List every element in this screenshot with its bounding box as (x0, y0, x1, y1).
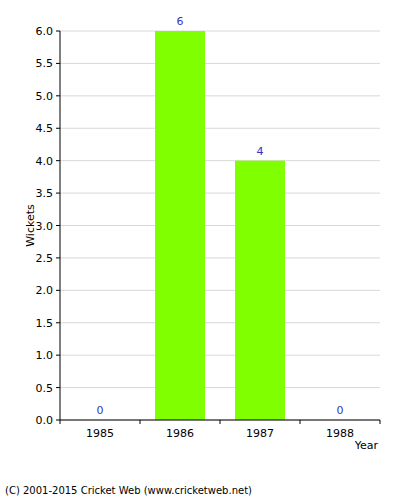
x-tick-mark (220, 420, 221, 424)
tick-mark (56, 355, 60, 356)
chart: 0.0 0.5 1.0 1.5 2.0 2.5 3.0 3.5 4.0 4.5 5.0 5.5 6.0 1… (0, 0, 400, 500)
tick-label: 2.5 (36, 252, 54, 265)
tick-label: 0.0 (36, 414, 54, 427)
bar (155, 31, 205, 420)
grid-line (60, 31, 380, 32)
tick-label: 1985 (86, 427, 114, 440)
grid-line (60, 160, 380, 161)
grid-line (60, 193, 380, 194)
grid-line (60, 95, 380, 96)
tick-mark (56, 322, 60, 323)
tick-label: 1988 (326, 427, 354, 440)
tick-mark (56, 128, 60, 129)
grid-line (60, 290, 380, 291)
grid-line (60, 322, 380, 323)
data-label: 6 (177, 15, 184, 28)
tick-mark (56, 95, 60, 96)
tick-label: 3.5 (36, 187, 54, 200)
annotation: (C) 2001-2015 Cricket Web (www.cricketwe… (5, 485, 252, 496)
data-label: 0 (97, 404, 104, 417)
tick-label: 4.5 (36, 122, 54, 135)
chart-container: 0.0 0.5 1.0 1.5 2.0 2.5 3.0 3.5 4.0 4.5 5.0 5.5 6.0 1… (0, 0, 400, 500)
tick-label: 1.5 (36, 317, 54, 330)
x-tick-mark (380, 420, 381, 424)
tick-mark (56, 160, 60, 161)
tick-label: 1986 (166, 427, 194, 440)
tick-label: 4.0 (36, 155, 54, 168)
bars (155, 31, 285, 420)
tick-label: 2.0 (36, 284, 54, 297)
tick-mark (56, 420, 60, 421)
data-label: 4 (257, 145, 264, 158)
tick-mark (56, 193, 60, 194)
x-tick-mark (140, 420, 141, 424)
data-label: 0 (337, 404, 344, 417)
tick-mark (56, 225, 60, 226)
tick-label: 0.5 (36, 382, 54, 395)
tick-label: 5.5 (36, 57, 54, 70)
grid-line (60, 128, 380, 129)
tick-mark (56, 387, 60, 388)
bar (235, 161, 285, 420)
background (0, 0, 400, 500)
tick-mark (56, 63, 60, 64)
grid-line (60, 387, 380, 388)
grid-line (60, 257, 380, 258)
x-tick-mark (60, 420, 61, 424)
x-tick-mark (300, 420, 301, 424)
tick-label: 1987 (246, 427, 274, 440)
tick-label: 5.0 (36, 90, 54, 103)
grid-line (60, 355, 380, 356)
axis-title: Year (354, 439, 379, 452)
tick-label: 3.0 (36, 220, 54, 233)
grid-line (60, 63, 380, 64)
y-axis: 0.0 0.5 1.0 1.5 2.0 2.5 3.0 3.5 4.0 4.5 5.0 5.5 6.0 (36, 25, 381, 427)
tick-label: 1.0 (36, 349, 54, 362)
tick-mark (56, 31, 60, 32)
grid-line (60, 225, 380, 226)
y-axis-line (60, 31, 61, 420)
axis-title: Wickets (24, 204, 37, 247)
tick-mark (56, 290, 60, 291)
tick-label: 6.0 (36, 25, 54, 38)
tick-mark (56, 257, 60, 258)
